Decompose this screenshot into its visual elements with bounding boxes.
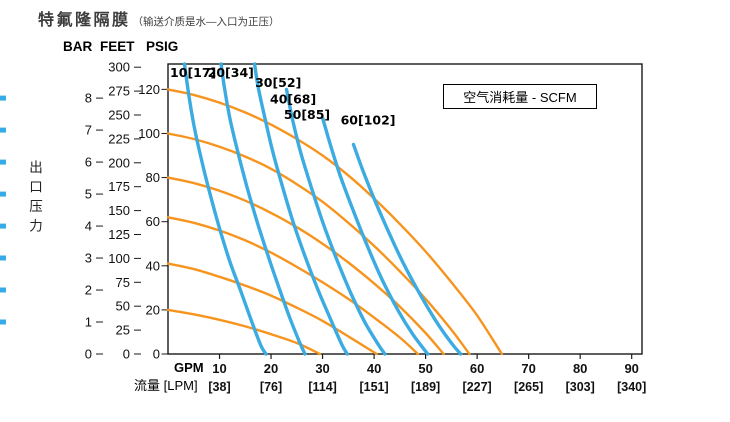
x-tick-label-gpm: 60	[470, 361, 484, 376]
air-consumption-curve	[351, 142, 463, 356]
psig-tick-label: 100	[138, 126, 160, 141]
bar-tick-label: 0	[85, 347, 92, 362]
air-consumption-curve	[182, 62, 268, 356]
x-tick-label-gpm: 50	[418, 361, 432, 376]
air-curve-label: 20[34]	[208, 65, 254, 80]
legend-label: 空气消耗量 - SCFM	[463, 90, 577, 105]
bar-tick-label: 4	[85, 219, 92, 234]
feet-tick-label: 225	[108, 131, 130, 146]
y-axis-title: 出口压力	[27, 160, 42, 238]
feet-tick-label: 275	[108, 84, 130, 99]
x-tick-label-gpm: 40	[367, 361, 381, 376]
legend-box: 空气消耗量 - SCFM	[443, 84, 597, 109]
x-axis-unit-lpm: 流量 [LPM]	[134, 378, 198, 393]
x-tick-label-lpm: [189]	[411, 380, 440, 394]
bar-tick-label: 7	[85, 123, 92, 138]
bar-tick-label: 5	[85, 187, 92, 202]
edge-marker	[0, 223, 6, 229]
x-tick-label-lpm: [303]	[566, 380, 595, 394]
feet-tick-label: 125	[108, 227, 130, 242]
edge-marker	[0, 127, 6, 133]
plot-border	[167, 63, 643, 355]
edge-marker	[0, 255, 6, 261]
x-tick-label-lpm: [76]	[260, 380, 282, 394]
x-axis-unit-gpm: GPM	[174, 360, 204, 375]
feet-tick-label: 200	[108, 155, 130, 170]
air-consumption-curve	[320, 116, 430, 356]
psig-tick-label: 20	[146, 302, 160, 317]
x-tick-label-gpm: 70	[521, 361, 535, 376]
feet-tick-label: 50	[116, 299, 130, 314]
x-tick-label-lpm: [227]	[463, 380, 492, 394]
psig-scale-header: PSIG	[146, 39, 178, 54]
bar-tick-label: 1	[85, 315, 92, 330]
x-tick-label-lpm: [265]	[514, 380, 543, 394]
page-title: 特氟隆隔膜 （输送介质是水—入口为正压）	[38, 6, 280, 30]
edge-marker	[0, 95, 6, 101]
bar-tick-label: 2	[85, 283, 92, 298]
psig-tick-label: 40	[146, 258, 160, 273]
air-consumption-curve	[252, 62, 349, 356]
psig-tick-label: 60	[146, 214, 160, 229]
bar-tick-label: 6	[85, 155, 92, 170]
air-curve-label: 30[52]	[255, 75, 301, 90]
x-tick-label-lpm: [340]	[617, 380, 646, 394]
x-tick-label-lpm: [38]	[208, 380, 230, 394]
feet-tick-label: 250	[108, 107, 130, 122]
edge-marker	[0, 159, 6, 165]
psig-tick-label: 0	[153, 347, 160, 362]
x-tick-label-gpm: 80	[573, 361, 587, 376]
air-curve-label: 10[17]	[170, 65, 216, 80]
feet-tick-label: 300	[108, 60, 130, 75]
air-consumption-curve	[219, 62, 307, 356]
bar-tick-label: 8	[85, 91, 92, 106]
feet-tick-label: 0	[123, 347, 130, 362]
bar-scale-header: BAR	[63, 39, 92, 54]
x-tick-label-gpm: 10	[212, 361, 226, 376]
water-performance-curve	[166, 176, 445, 356]
edge-marker	[0, 319, 6, 325]
air-curve-label: 50[85]	[284, 107, 330, 122]
water-performance-curve	[166, 216, 420, 356]
bar-tick-label: 3	[85, 251, 92, 266]
x-tick-label-lpm: [114]	[308, 380, 337, 394]
water-performance-curve	[166, 132, 471, 356]
feet-tick-label: 150	[108, 203, 130, 218]
x-tick-label-gpm: 90	[624, 361, 638, 376]
title-note: （输送介质是水—入口为正压）	[132, 16, 280, 28]
air-consumption-curve	[284, 87, 387, 356]
x-tick-label-lpm: [151]	[359, 380, 388, 394]
air-curve-label: 40[68]	[270, 92, 316, 107]
feet-tick-label: 100	[108, 251, 130, 266]
edge-marker	[0, 191, 6, 197]
x-tick-label-gpm: 30	[315, 361, 329, 376]
psig-tick-label: 80	[146, 170, 160, 185]
edge-marker	[0, 287, 6, 293]
water-performance-curve	[166, 308, 322, 356]
feet-tick-label: 25	[116, 323, 130, 338]
feet-tick-label: 175	[108, 179, 130, 194]
psig-tick-label: 120	[138, 82, 160, 97]
x-tick-label-gpm: 20	[264, 361, 278, 376]
feet-scale-header: FEET	[100, 39, 135, 54]
air-curve-label: 60[102]	[341, 113, 396, 128]
water-performance-curve	[166, 262, 378, 356]
title-main: 特氟隆隔膜	[38, 12, 131, 29]
feet-tick-label: 75	[116, 275, 130, 290]
